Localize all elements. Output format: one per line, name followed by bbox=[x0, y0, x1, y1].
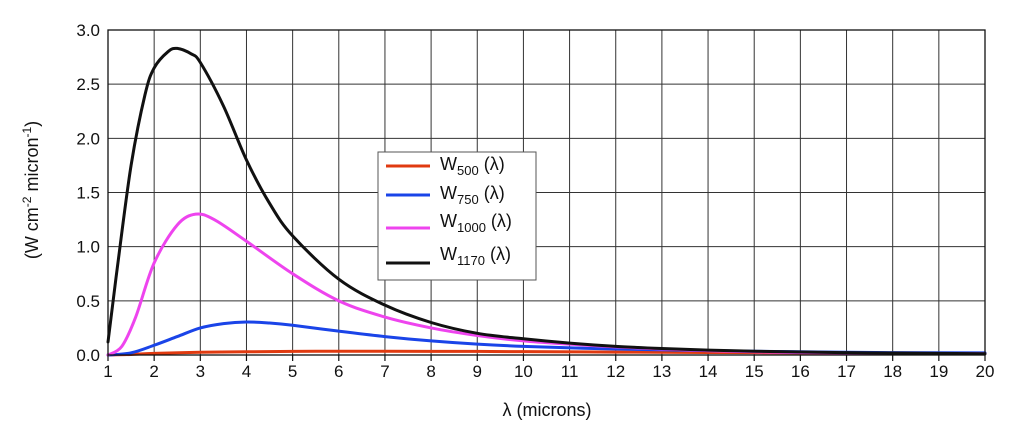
legend-entry: W500 (λ) bbox=[386, 154, 505, 178]
x-tick-label: 6 bbox=[334, 362, 343, 381]
x-tick-label: 14 bbox=[699, 362, 718, 381]
y-axis-label-sup2: -1 bbox=[20, 127, 34, 138]
x-tick-label: 13 bbox=[652, 362, 671, 381]
y-tick-label: 0.5 bbox=[76, 292, 100, 311]
y-tick-label: 0.0 bbox=[76, 346, 100, 365]
y-axis-label-mid: micron bbox=[22, 138, 42, 197]
y-axis-label-end: ) bbox=[22, 121, 42, 127]
chart-ticks: 1 2 3 4 5 6 7 8 9 10 11 12 13 14 15 16 17 18 19 200.00.51.0… bbox=[76, 21, 994, 381]
x-tick-label: 12 bbox=[606, 362, 625, 381]
x-tick-label: 7 bbox=[380, 362, 389, 381]
legend-label-w750: W750 (λ) bbox=[440, 183, 505, 207]
chart-series bbox=[106, 46, 987, 357]
x-tick-label: 11 bbox=[561, 362, 579, 381]
x-tick-label: 1 bbox=[103, 362, 112, 381]
y-tick-label: 2.5 bbox=[76, 75, 100, 94]
x-tick-label: 3 bbox=[196, 362, 205, 381]
series-line-w1000 bbox=[106, 212, 987, 357]
y-tick-label: 3.0 bbox=[76, 21, 100, 40]
y-axis-label-sup1: -2 bbox=[20, 196, 34, 207]
series-line-w750 bbox=[106, 320, 987, 357]
x-tick-label: 2 bbox=[149, 362, 158, 381]
y-tick-label: 1.0 bbox=[76, 238, 100, 257]
legend-box bbox=[377, 151, 537, 281]
chart-grid bbox=[108, 30, 985, 355]
series-line-w1170 bbox=[106, 46, 987, 356]
x-tick-label: 15 bbox=[745, 362, 764, 381]
chart-axes bbox=[107, 29, 986, 356]
y-axis-label: (W cm-2 micron-1) bbox=[20, 121, 42, 259]
x-tick-label: 4 bbox=[242, 362, 251, 381]
plot-frame bbox=[107, 29, 986, 356]
x-tick-label: 20 bbox=[976, 362, 995, 381]
x-tick-label: 5 bbox=[288, 362, 297, 381]
y-tick-label: 2.0 bbox=[76, 129, 100, 148]
legend-label-w1170: W1170 (λ) bbox=[440, 244, 511, 268]
x-tick-label: 8 bbox=[426, 362, 435, 381]
legend-entry: W1170 (λ) bbox=[386, 244, 511, 268]
legend-label-w1000: W1000 (λ) bbox=[440, 211, 512, 235]
x-tick-label: 19 bbox=[929, 362, 948, 381]
x-tick-label: 17 bbox=[837, 362, 856, 381]
legend-label-w500: W500 (λ) bbox=[440, 154, 505, 178]
x-tick-label: 18 bbox=[883, 362, 902, 381]
y-axis-label-base: (W cm bbox=[22, 207, 42, 259]
legend-entry: W1000 (λ) bbox=[386, 211, 512, 235]
y-tick-label: 1.5 bbox=[76, 184, 100, 203]
x-axis-label: λ (microns) bbox=[503, 400, 592, 420]
x-tick-label: 9 bbox=[473, 362, 482, 381]
x-tick-label: 16 bbox=[791, 362, 810, 381]
legend-entry: W750 (λ) bbox=[386, 183, 505, 207]
x-tick-label: 10 bbox=[514, 362, 533, 381]
chart-legend: W500 (λ) W750 (λ) W1000 (λ) W1170 (λ) bbox=[377, 151, 537, 281]
